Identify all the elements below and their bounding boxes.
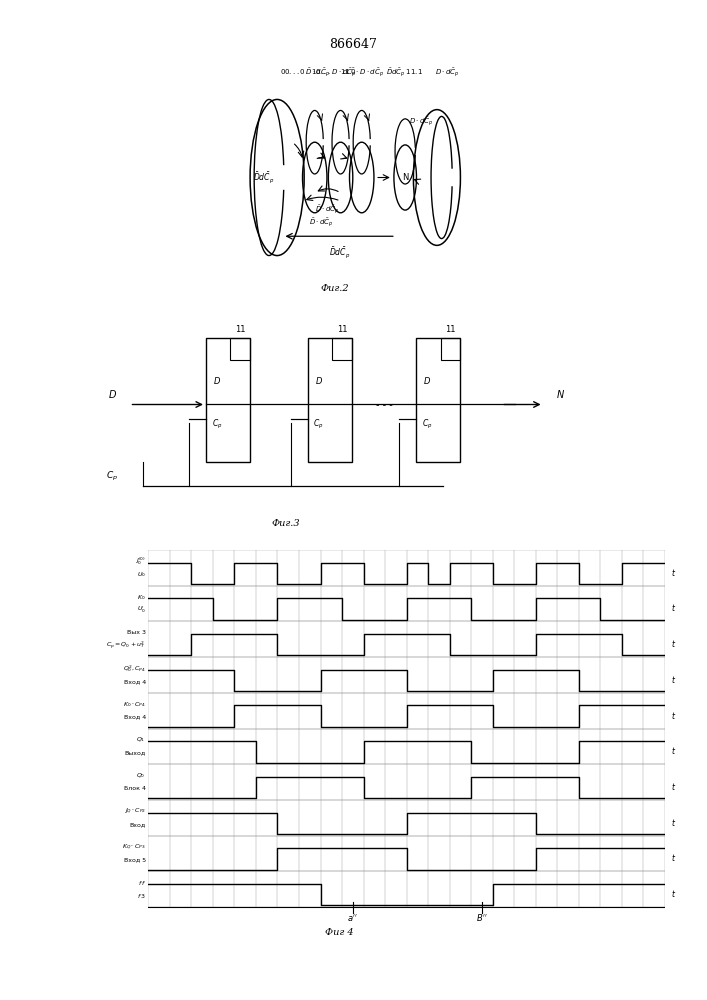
Text: $\bar{D}\cdot d\bar{C}_p$: $\bar{D}\cdot d\bar{C}_p$ <box>315 203 340 216</box>
Text: t: t <box>671 747 674 756</box>
Text: Фиг 4: Фиг 4 <box>325 928 354 937</box>
Text: $\bar{D}d\bar{C}_p\;11.1$: $\bar{D}d\bar{C}_p\;11.1$ <box>385 66 423 79</box>
Text: Выход: Выход <box>124 750 146 755</box>
Text: $a''$: $a''$ <box>347 912 358 923</box>
Text: $C_p=Q_0+u_T^2$: $C_p=Q_0+u_T^2$ <box>106 640 146 651</box>
Text: t: t <box>671 819 674 828</box>
Text: - - -: - - - <box>375 399 392 410</box>
Text: $f\,f$: $f\,f$ <box>138 879 146 887</box>
Text: $C_p$: $C_p$ <box>106 470 118 483</box>
Text: $f\,3$: $f\,3$ <box>137 892 146 900</box>
Bar <box>308 338 352 462</box>
Text: t: t <box>671 783 674 792</box>
Text: 866647: 866647 <box>329 38 378 51</box>
Text: $B''$: $B''$ <box>476 912 488 923</box>
Text: D: D <box>424 377 431 386</box>
Bar <box>206 338 250 462</box>
Text: t: t <box>671 890 674 899</box>
Text: Фиг.2: Фиг.2 <box>320 284 349 293</box>
Bar <box>230 338 250 360</box>
Text: D: D <box>315 377 322 386</box>
Text: $K_0\cdot C_{P4}$: $K_0\cdot C_{P4}$ <box>123 700 146 709</box>
Text: t: t <box>671 569 674 578</box>
Text: D: D <box>109 390 117 400</box>
Text: $00...0\,\bar{D}\cdot d\bar{C}_p$: $00...0\,\bar{D}\cdot d\bar{C}_p$ <box>281 66 330 79</box>
Text: 11: 11 <box>235 325 245 334</box>
Text: Фиг.3: Фиг.3 <box>271 519 300 528</box>
Bar <box>416 338 460 462</box>
Text: $U_0'$: $U_0'$ <box>136 605 146 615</box>
Text: $Q^2_0,C_{P4}$: $Q^2_0,C_{P4}$ <box>123 663 146 674</box>
Text: Вход 5: Вход 5 <box>124 857 146 862</box>
Text: $D\cdot d\bar{C}_p$: $D\cdot d\bar{C}_p$ <box>409 115 434 128</box>
Bar <box>440 338 460 360</box>
Text: 11: 11 <box>337 325 347 334</box>
Text: $J_Q\cdot C_{P2}$: $J_Q\cdot C_{P2}$ <box>124 807 146 816</box>
Text: t: t <box>671 854 674 863</box>
Text: $D\cdot d\bar{C}_p$: $D\cdot d\bar{C}_p$ <box>436 66 460 79</box>
Text: N: N <box>557 390 564 400</box>
Bar <box>332 338 352 360</box>
Text: $Q_1$: $Q_1$ <box>136 736 146 744</box>
Text: $Q_0$: $Q_0$ <box>136 771 146 780</box>
Text: t: t <box>671 604 674 613</box>
Text: t: t <box>671 712 674 721</box>
Text: $11\,\bar{0}\cdot D\cdot d\bar{C}_p$: $11\,\bar{0}\cdot D\cdot d\bar{C}_p$ <box>339 66 384 79</box>
Text: 11: 11 <box>445 325 456 334</box>
Text: t: t <box>671 640 674 649</box>
Text: $U_0$: $U_0$ <box>136 570 146 579</box>
Text: $C_p$: $C_p$ <box>313 418 324 431</box>
Text: t: t <box>671 676 674 685</box>
Text: N: N <box>402 173 409 182</box>
Text: $\bar{D}\cdot d\bar{C}_p$: $\bar{D}\cdot d\bar{C}_p$ <box>310 216 334 229</box>
Text: $C_p$: $C_p$ <box>422 418 433 431</box>
Text: $J_0^{(0)}$: $J_0^{(0)}$ <box>135 556 146 567</box>
Text: Вход: Вход <box>129 822 146 827</box>
Text: $K_Q\cdot C_{P3}$: $K_Q\cdot C_{P3}$ <box>122 843 146 852</box>
Text: D: D <box>214 377 220 386</box>
Text: Вых 3: Вых 3 <box>127 630 146 635</box>
Text: $K_0$: $K_0$ <box>137 593 146 602</box>
Text: Вход 4: Вход 4 <box>124 679 146 684</box>
Text: $\bar{D}d\bar{C}_p$: $\bar{D}d\bar{C}_p$ <box>253 170 274 185</box>
Text: Блок 4: Блок 4 <box>124 786 146 791</box>
Text: $C_p$: $C_p$ <box>211 418 222 431</box>
Text: $\bar{D}d\bar{C}_p$: $\bar{D}d\bar{C}_p$ <box>329 245 350 260</box>
Text: Вход 4: Вход 4 <box>124 715 146 720</box>
Text: $10...\,D\cdot d\bar{C}_p$: $10...\,D\cdot d\bar{C}_p$ <box>311 66 356 79</box>
